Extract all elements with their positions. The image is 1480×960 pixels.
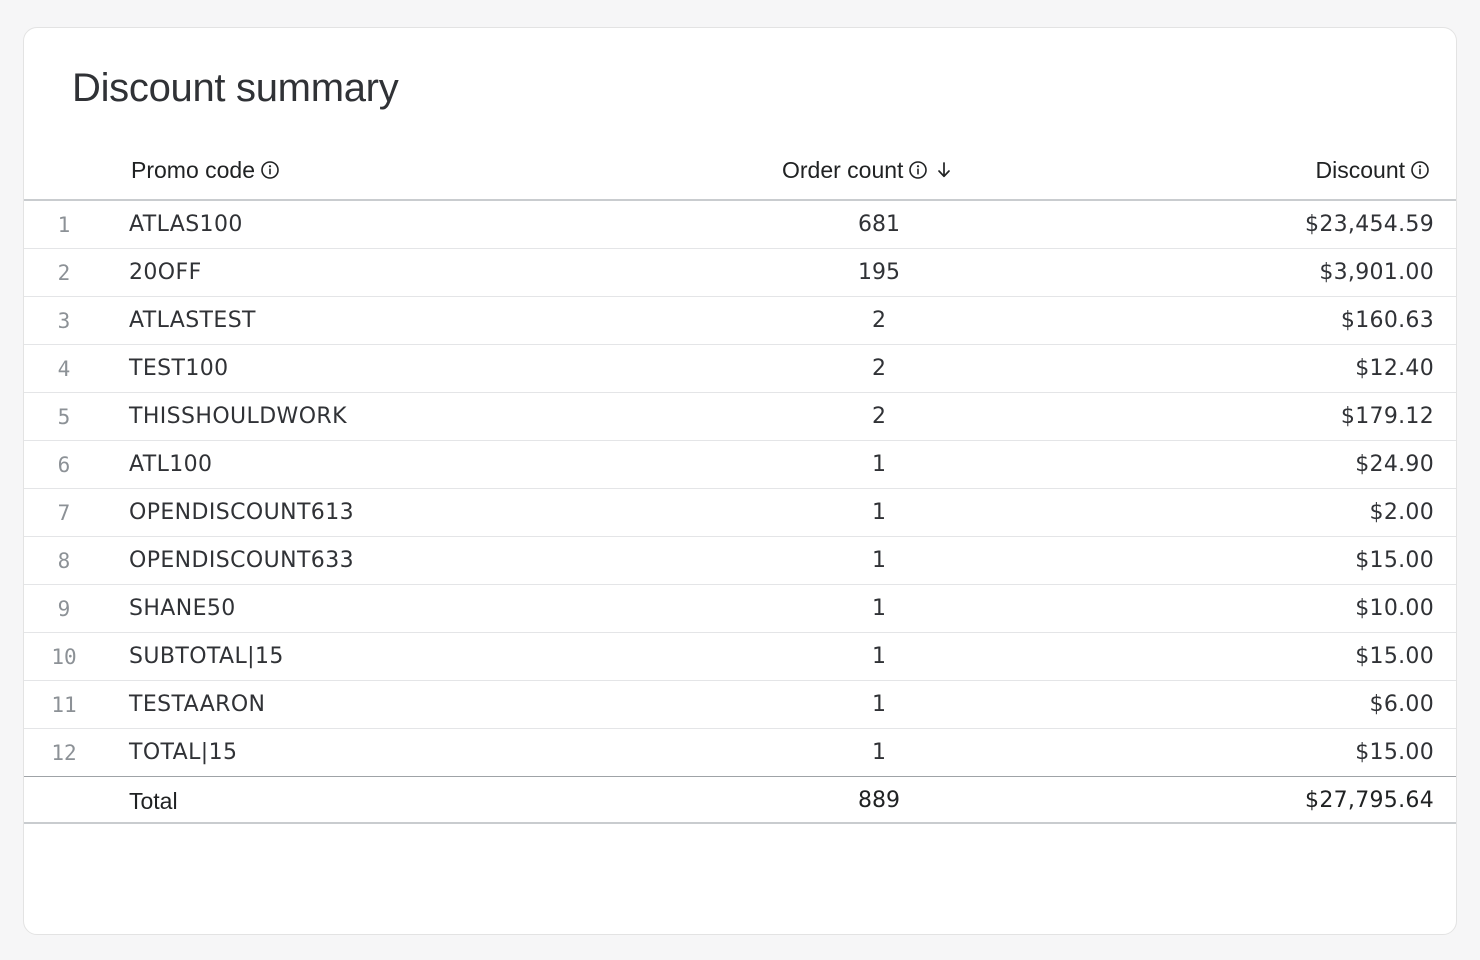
discount-cell: $160.63 bbox=[1340, 308, 1434, 333]
promo-code-cell: 20OFF bbox=[129, 260, 202, 285]
order-count-cell: 1 bbox=[872, 644, 886, 669]
order-count-cell: 2 bbox=[872, 404, 886, 429]
row-index: 10 bbox=[51, 645, 77, 669]
table-row: 4 TEST100 2 $12.40 bbox=[24, 345, 1456, 393]
column-label-discount: Discount bbox=[1315, 156, 1405, 183]
discount-summary-card: Discount summary Promo code Order count bbox=[23, 27, 1457, 935]
table-body: 1 ATLAS100 681 $23,454.59 2 20OFF 195 $3… bbox=[24, 201, 1456, 777]
row-index: 11 bbox=[51, 693, 77, 717]
row-index: 12 bbox=[51, 741, 77, 765]
row-index: 5 bbox=[57, 405, 71, 429]
row-index: 7 bbox=[57, 501, 71, 525]
discount-cell: $15.00 bbox=[1355, 644, 1434, 669]
discount-cell: $3,901.00 bbox=[1319, 260, 1434, 285]
promo-code-cell: OPENDISCOUNT633 bbox=[129, 548, 355, 573]
column-header-promo-code[interactable]: Promo code bbox=[131, 141, 280, 199]
table-row: 2 20OFF 195 $3,901.00 bbox=[24, 249, 1456, 297]
order-count-cell: 1 bbox=[872, 596, 886, 621]
promo-code-cell: ATLAS100 bbox=[129, 212, 243, 237]
row-index: 8 bbox=[57, 549, 71, 573]
row-index: 3 bbox=[57, 309, 71, 333]
table-row: 6 ATL100 1 $24.90 bbox=[24, 441, 1456, 489]
promo-code-cell: TEST100 bbox=[129, 356, 229, 381]
discount-cell: $23,454.59 bbox=[1305, 212, 1434, 237]
column-header-order-count[interactable]: Order count bbox=[782, 141, 954, 199]
total-label: Total bbox=[129, 788, 178, 814]
order-count-cell: 1 bbox=[872, 692, 886, 717]
info-icon[interactable] bbox=[1410, 160, 1430, 180]
table-row: 3 ATLASTEST 2 $160.63 bbox=[24, 297, 1456, 345]
row-index: 6 bbox=[57, 453, 71, 477]
row-index: 9 bbox=[57, 597, 71, 621]
promo-code-cell: TOTAL|15 bbox=[129, 740, 238, 765]
order-count-cell: 2 bbox=[872, 308, 886, 333]
table-header: Promo code Order count bbox=[24, 141, 1456, 201]
table-row: 10 SUBTOTAL|15 1 $15.00 bbox=[24, 633, 1456, 681]
promo-code-cell: ATLASTEST bbox=[129, 308, 256, 333]
promo-code-cell: OPENDISCOUNT613 bbox=[129, 500, 355, 525]
order-count-cell: 1 bbox=[872, 740, 886, 765]
sort-descending-icon[interactable] bbox=[934, 160, 954, 180]
promo-code-cell: SHANE50 bbox=[129, 596, 236, 621]
table-row: 11 TESTAARON 1 $6.00 bbox=[24, 681, 1456, 729]
info-icon[interactable] bbox=[908, 160, 928, 180]
discount-cell: $24.90 bbox=[1355, 452, 1434, 477]
table-row: 9 SHANE50 1 $10.00 bbox=[24, 585, 1456, 633]
total-discount: $27,795.64 bbox=[1305, 788, 1434, 813]
column-label-promo-code: Promo code bbox=[131, 156, 256, 183]
order-count-cell: 1 bbox=[872, 452, 886, 477]
row-index: 1 bbox=[57, 213, 71, 237]
table-row: 8 OPENDISCOUNT633 1 $15.00 bbox=[24, 537, 1456, 585]
promo-code-cell: SUBTOTAL|15 bbox=[129, 644, 284, 669]
order-count-cell: 2 bbox=[872, 356, 886, 381]
discount-cell: $6.00 bbox=[1369, 692, 1434, 717]
column-label-order-count: Order count bbox=[782, 156, 904, 183]
discount-cell: $10.00 bbox=[1355, 596, 1434, 621]
order-count-cell: 195 bbox=[858, 260, 900, 285]
column-header-discount[interactable]: Discount bbox=[1316, 141, 1430, 199]
row-index: 4 bbox=[57, 357, 71, 381]
table-row: 5 THISSHOULDWORK 2 $179.12 bbox=[24, 393, 1456, 441]
discount-cell: $179.12 bbox=[1340, 404, 1434, 429]
info-icon[interactable] bbox=[260, 160, 280, 180]
order-count-cell: 681 bbox=[858, 212, 900, 237]
table-row: 1 ATLAS100 681 $23,454.59 bbox=[24, 201, 1456, 249]
table-row: 7 OPENDISCOUNT613 1 $2.00 bbox=[24, 489, 1456, 537]
discount-cell: $12.40 bbox=[1355, 356, 1434, 381]
total-order-count: 889 bbox=[858, 788, 900, 813]
discount-cell: $15.00 bbox=[1355, 548, 1434, 573]
order-count-cell: 1 bbox=[872, 500, 886, 525]
order-count-cell: 1 bbox=[872, 548, 886, 573]
promo-code-cell: ATL100 bbox=[129, 452, 213, 477]
row-index: 2 bbox=[57, 261, 71, 285]
card-title: Discount summary bbox=[72, 66, 399, 110]
table-row: 12 TOTAL|15 1 $15.00 bbox=[24, 729, 1456, 777]
total-row: Total 889 $27,795.64 bbox=[24, 776, 1456, 824]
promo-code-cell: TESTAARON bbox=[129, 692, 266, 717]
promo-code-cell: THISSHOULDWORK bbox=[129, 404, 347, 429]
discount-table: Promo code Order count bbox=[24, 141, 1456, 824]
discount-cell: $2.00 bbox=[1369, 500, 1434, 525]
discount-cell: $15.00 bbox=[1355, 740, 1434, 765]
